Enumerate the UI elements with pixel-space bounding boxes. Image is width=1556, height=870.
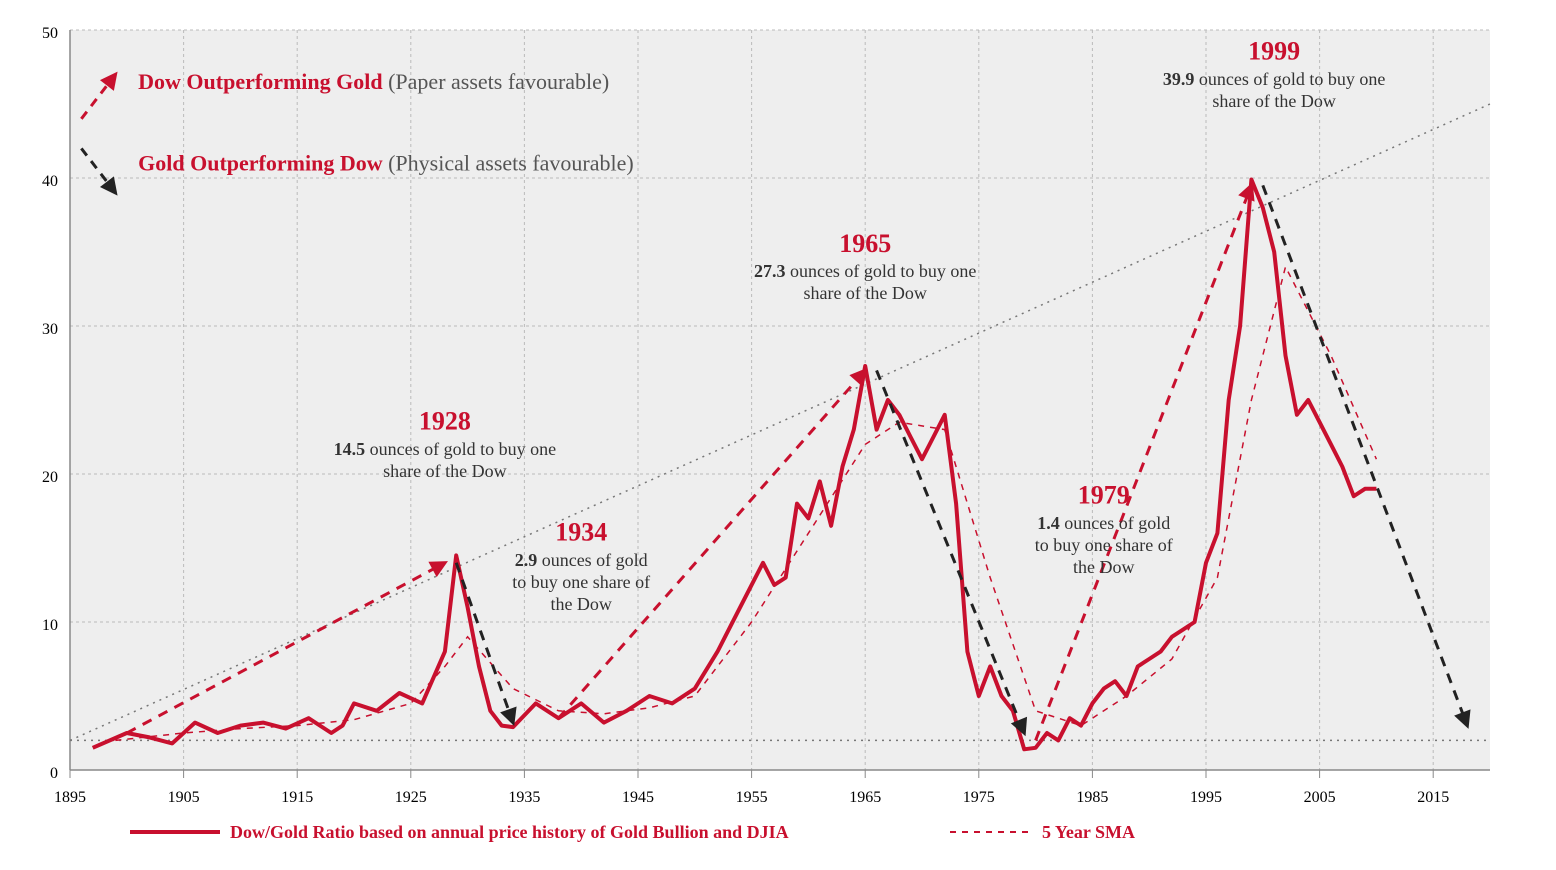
dow-gold-ratio-chart: 0 10 20 30 40 50 1895 1905 1915 1925 1935 1945 1955 1… <box>0 0 1556 870</box>
legend-down-text: Gold Outperforming Dow (Physical assets … <box>138 151 634 176</box>
xtick-label: 2005 <box>1304 789 1336 806</box>
annotation-year: 1999 <box>1248 37 1300 66</box>
xtick-label: 1975 <box>963 789 995 806</box>
ytick-label: 30 <box>42 321 58 338</box>
ytick-label: 0 <box>50 765 58 782</box>
xtick-label: 1925 <box>395 789 427 806</box>
xtick-label: 1905 <box>168 789 200 806</box>
ytick-label: 10 <box>42 617 58 634</box>
xtick-label: 1995 <box>1190 789 1222 806</box>
plot-background <box>70 30 1490 770</box>
xtick-label: 1985 <box>1076 789 1108 806</box>
legend-label-sma: 5 Year SMA <box>1042 822 1135 842</box>
ytick-label: 40 <box>42 173 58 190</box>
xtick-label: 2015 <box>1417 789 1449 806</box>
legend-label-main: Dow/Gold Ratio based on annual price his… <box>230 822 789 842</box>
ytick-label: 50 <box>42 25 58 42</box>
annotation-year: 1934 <box>555 518 607 547</box>
legend-up-text: Dow Outperforming Gold (Paper assets fav… <box>138 69 609 94</box>
xtick-label: 1945 <box>622 789 654 806</box>
annotation-year: 1928 <box>419 407 471 436</box>
ytick-label: 20 <box>42 469 58 486</box>
xtick-label: 1915 <box>281 789 313 806</box>
xtick-label: 1935 <box>508 789 540 806</box>
annotation-year: 1965 <box>839 229 891 258</box>
xtick-label: 1965 <box>849 789 881 806</box>
xtick-label: 1955 <box>736 789 768 806</box>
xtick-label: 1895 <box>54 789 86 806</box>
annotation-year: 1979 <box>1078 481 1130 510</box>
